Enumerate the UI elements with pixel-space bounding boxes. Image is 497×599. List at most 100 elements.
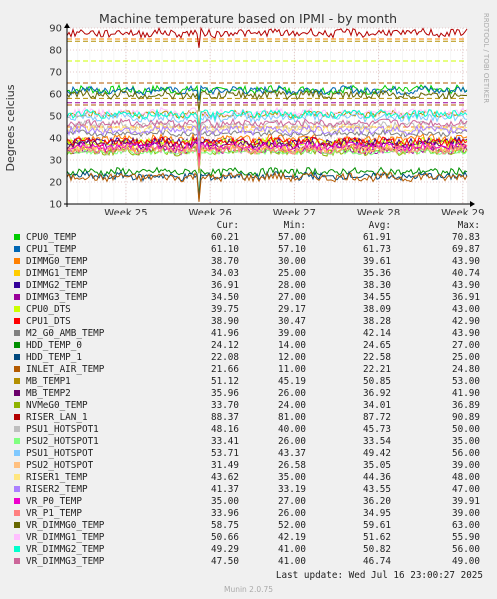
legend-avg: 34.95 (363, 508, 391, 519)
legend-cur: 47.50 (211, 556, 239, 567)
legend-name: CPU1_DTS (26, 316, 71, 327)
legend-cur: 39.75 (211, 304, 239, 315)
legend-min: 29.17 (278, 304, 306, 315)
legend-max: 43.90 (452, 280, 480, 291)
legend-cur: 43.62 (211, 472, 239, 483)
legend-row: MB_TEMP1 51.12 45.19 50.85 53.00 (12, 376, 492, 388)
legend-avg: 87.72 (363, 412, 391, 423)
legend-name: RISER_LAN_1 (26, 412, 88, 423)
y-tick-labels: 10 20 30 40 50 60 70 80 90 (49, 24, 62, 211)
legend-min: 33.19 (278, 484, 306, 495)
legend-name: VR_P1_TEMP (26, 508, 82, 519)
legend-max: 39.00 (452, 460, 480, 471)
legend-row: VR_P1_TEMP 33.96 26.00 34.95 39.00 (12, 508, 492, 520)
legend-avg: 38.09 (363, 304, 391, 315)
legend-max: 50.00 (452, 424, 480, 435)
legend-max: 43.90 (452, 328, 480, 339)
legend-swatch (14, 462, 20, 468)
rrdtool-credit: RRDTOOL / TOBI OETIKER (482, 13, 490, 103)
legend-avg: 51.62 (363, 532, 391, 543)
legend-row: VR_P0_TEMP 35.00 27.00 36.20 39.91 (12, 496, 492, 508)
legend-max: 53.00 (452, 376, 480, 387)
y-tick-label: 60 (49, 90, 62, 101)
legend-name: VR_P0_TEMP (26, 496, 82, 507)
series-line (66, 89, 468, 112)
series-line (66, 117, 468, 136)
legend-name: MB_TEMP2 (26, 388, 71, 399)
series-line (66, 26, 468, 48)
legend-avg: 38.30 (363, 280, 391, 291)
series-line (66, 108, 468, 136)
legend-row: RISER1_TEMP 43.62 35.00 44.36 48.00 (12, 472, 492, 484)
legend-swatch (14, 342, 20, 348)
y-tick-label: 10 (49, 200, 62, 211)
legend-avg: 35.36 (363, 268, 391, 279)
legend-name: PSU1_HOTSPOT (26, 448, 94, 459)
legend-min: 26.00 (278, 436, 306, 447)
legend-rows: CPU0_TEMP 60.21 57.00 61.91 70.83 CPU1_TEMP 61… (12, 232, 492, 568)
legend-cur: 33.41 (211, 436, 239, 447)
legend-avg: 36.92 (363, 388, 391, 399)
legend-avg: 43.55 (363, 484, 391, 495)
legend-max: 27.00 (452, 340, 480, 351)
legend-name: CPU0_TEMP (26, 232, 77, 243)
legend-row: HDD_TEMP_1 22.08 12.00 22.58 25.00 (12, 352, 492, 364)
legend-name: PSU2_HOTSPOT1 (26, 436, 99, 447)
legend-row: HDD_TEMP_0 24.12 14.00 24.65 27.00 (12, 340, 492, 352)
legend-min: 27.00 (278, 292, 306, 303)
series-line (66, 136, 468, 162)
last-update: Last update: Wed Jul 16 23:00:27 2025 (275, 570, 483, 581)
legend-cur: 60.21 (211, 232, 239, 243)
legend-max: 63.00 (452, 520, 480, 531)
legend-name: PSU2_HOTSPOT (26, 460, 94, 471)
legend-name: MB_TEMP1 (26, 376, 71, 387)
legend-cur: 21.66 (211, 364, 239, 375)
legend-name: DIMMG1_TEMP (26, 268, 88, 279)
legend-max: 40.74 (452, 268, 480, 279)
y-tick-label: 90 (49, 24, 62, 35)
legend-row: VR_DIMMG1_TEMP 50.66 42.19 51.62 55.90 (12, 532, 492, 544)
legend-name: DIMMG3_TEMP (26, 292, 88, 303)
legend-swatch (14, 438, 20, 444)
y-tick-label: 80 (49, 46, 62, 57)
legend-swatch (14, 534, 20, 540)
legend-cur: 58.75 (211, 520, 239, 531)
legend-row: PSU2_HOTSPOT1 33.41 26.00 33.54 35.00 (12, 436, 492, 448)
munin-version: Munin 2.0.75 (223, 585, 274, 594)
y-tick-label: 50 (49, 112, 62, 123)
legend-row: RISER2_TEMP 41.37 33.19 43.55 47.00 (12, 484, 492, 496)
legend-min: 30.47 (278, 316, 306, 327)
legend-min: 45.19 (278, 376, 306, 387)
legend-name: CPU0_DTS (26, 304, 71, 315)
legend-cur: 49.29 (211, 544, 239, 555)
series-line (66, 84, 468, 101)
legend-swatch (14, 246, 20, 252)
legend-max: 48.00 (452, 472, 480, 483)
legend-name: VR_DIMMG1_TEMP (26, 532, 105, 543)
legend-avg: 24.65 (363, 340, 391, 351)
legend-min: 28.00 (278, 280, 306, 291)
legend-swatch (14, 234, 20, 240)
legend-swatch (14, 426, 20, 432)
legend-min: 27.00 (278, 496, 306, 507)
series-line (66, 136, 468, 160)
legend-avg: 33.54 (363, 436, 391, 447)
y-axis-label: Degrees celcius (4, 84, 17, 171)
legend: Cur: Min: Avg: Max: CPU0_TEMP 60.21 57.00 6… (12, 220, 492, 568)
legend-min: 52.00 (278, 520, 306, 531)
series-line (66, 124, 468, 154)
legend-avg: 22.21 (363, 364, 391, 375)
legend-max: 56.00 (452, 448, 480, 459)
legend-row: CPU1_DTS 38.90 30.47 38.28 42.90 (12, 316, 492, 328)
legend-header-cur: Cur: (216, 220, 239, 231)
legend-min: 26.58 (278, 460, 306, 471)
legend-swatch (14, 318, 20, 324)
legend-swatch (14, 378, 20, 384)
legend-cur: 51.12 (211, 376, 239, 387)
legend-row: CPU0_DTS 39.75 29.17 38.09 43.00 (12, 304, 492, 316)
legend-cur: 34.03 (211, 268, 239, 279)
legend-max: 42.90 (452, 316, 480, 327)
legend-header-avg: Avg: (368, 220, 391, 231)
legend-row: PSU1_HOTSPOT 53.71 43.37 49.42 56.00 (12, 448, 492, 460)
legend-cur: 38.70 (211, 256, 239, 267)
